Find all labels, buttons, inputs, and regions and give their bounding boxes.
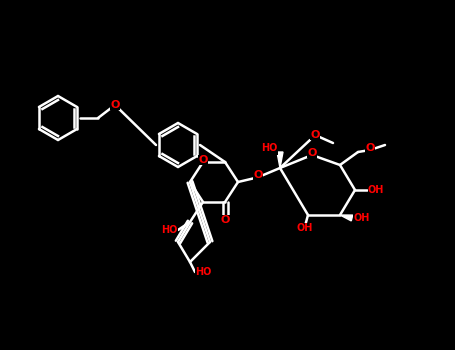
Text: OH: OH bbox=[262, 145, 278, 155]
Text: O: O bbox=[220, 215, 230, 225]
Text: O: O bbox=[307, 148, 317, 158]
Text: HO: HO bbox=[195, 267, 212, 277]
Text: O: O bbox=[110, 100, 120, 110]
Text: OH: OH bbox=[297, 223, 313, 233]
Text: O: O bbox=[253, 170, 263, 180]
Polygon shape bbox=[277, 152, 283, 168]
Text: O: O bbox=[198, 155, 207, 165]
Text: O: O bbox=[365, 143, 374, 153]
Text: O: O bbox=[310, 130, 320, 140]
Text: HO: HO bbox=[162, 225, 178, 235]
Text: OH: OH bbox=[353, 213, 369, 223]
Text: OH: OH bbox=[368, 185, 384, 195]
Polygon shape bbox=[340, 215, 353, 221]
Text: HO: HO bbox=[262, 143, 278, 153]
